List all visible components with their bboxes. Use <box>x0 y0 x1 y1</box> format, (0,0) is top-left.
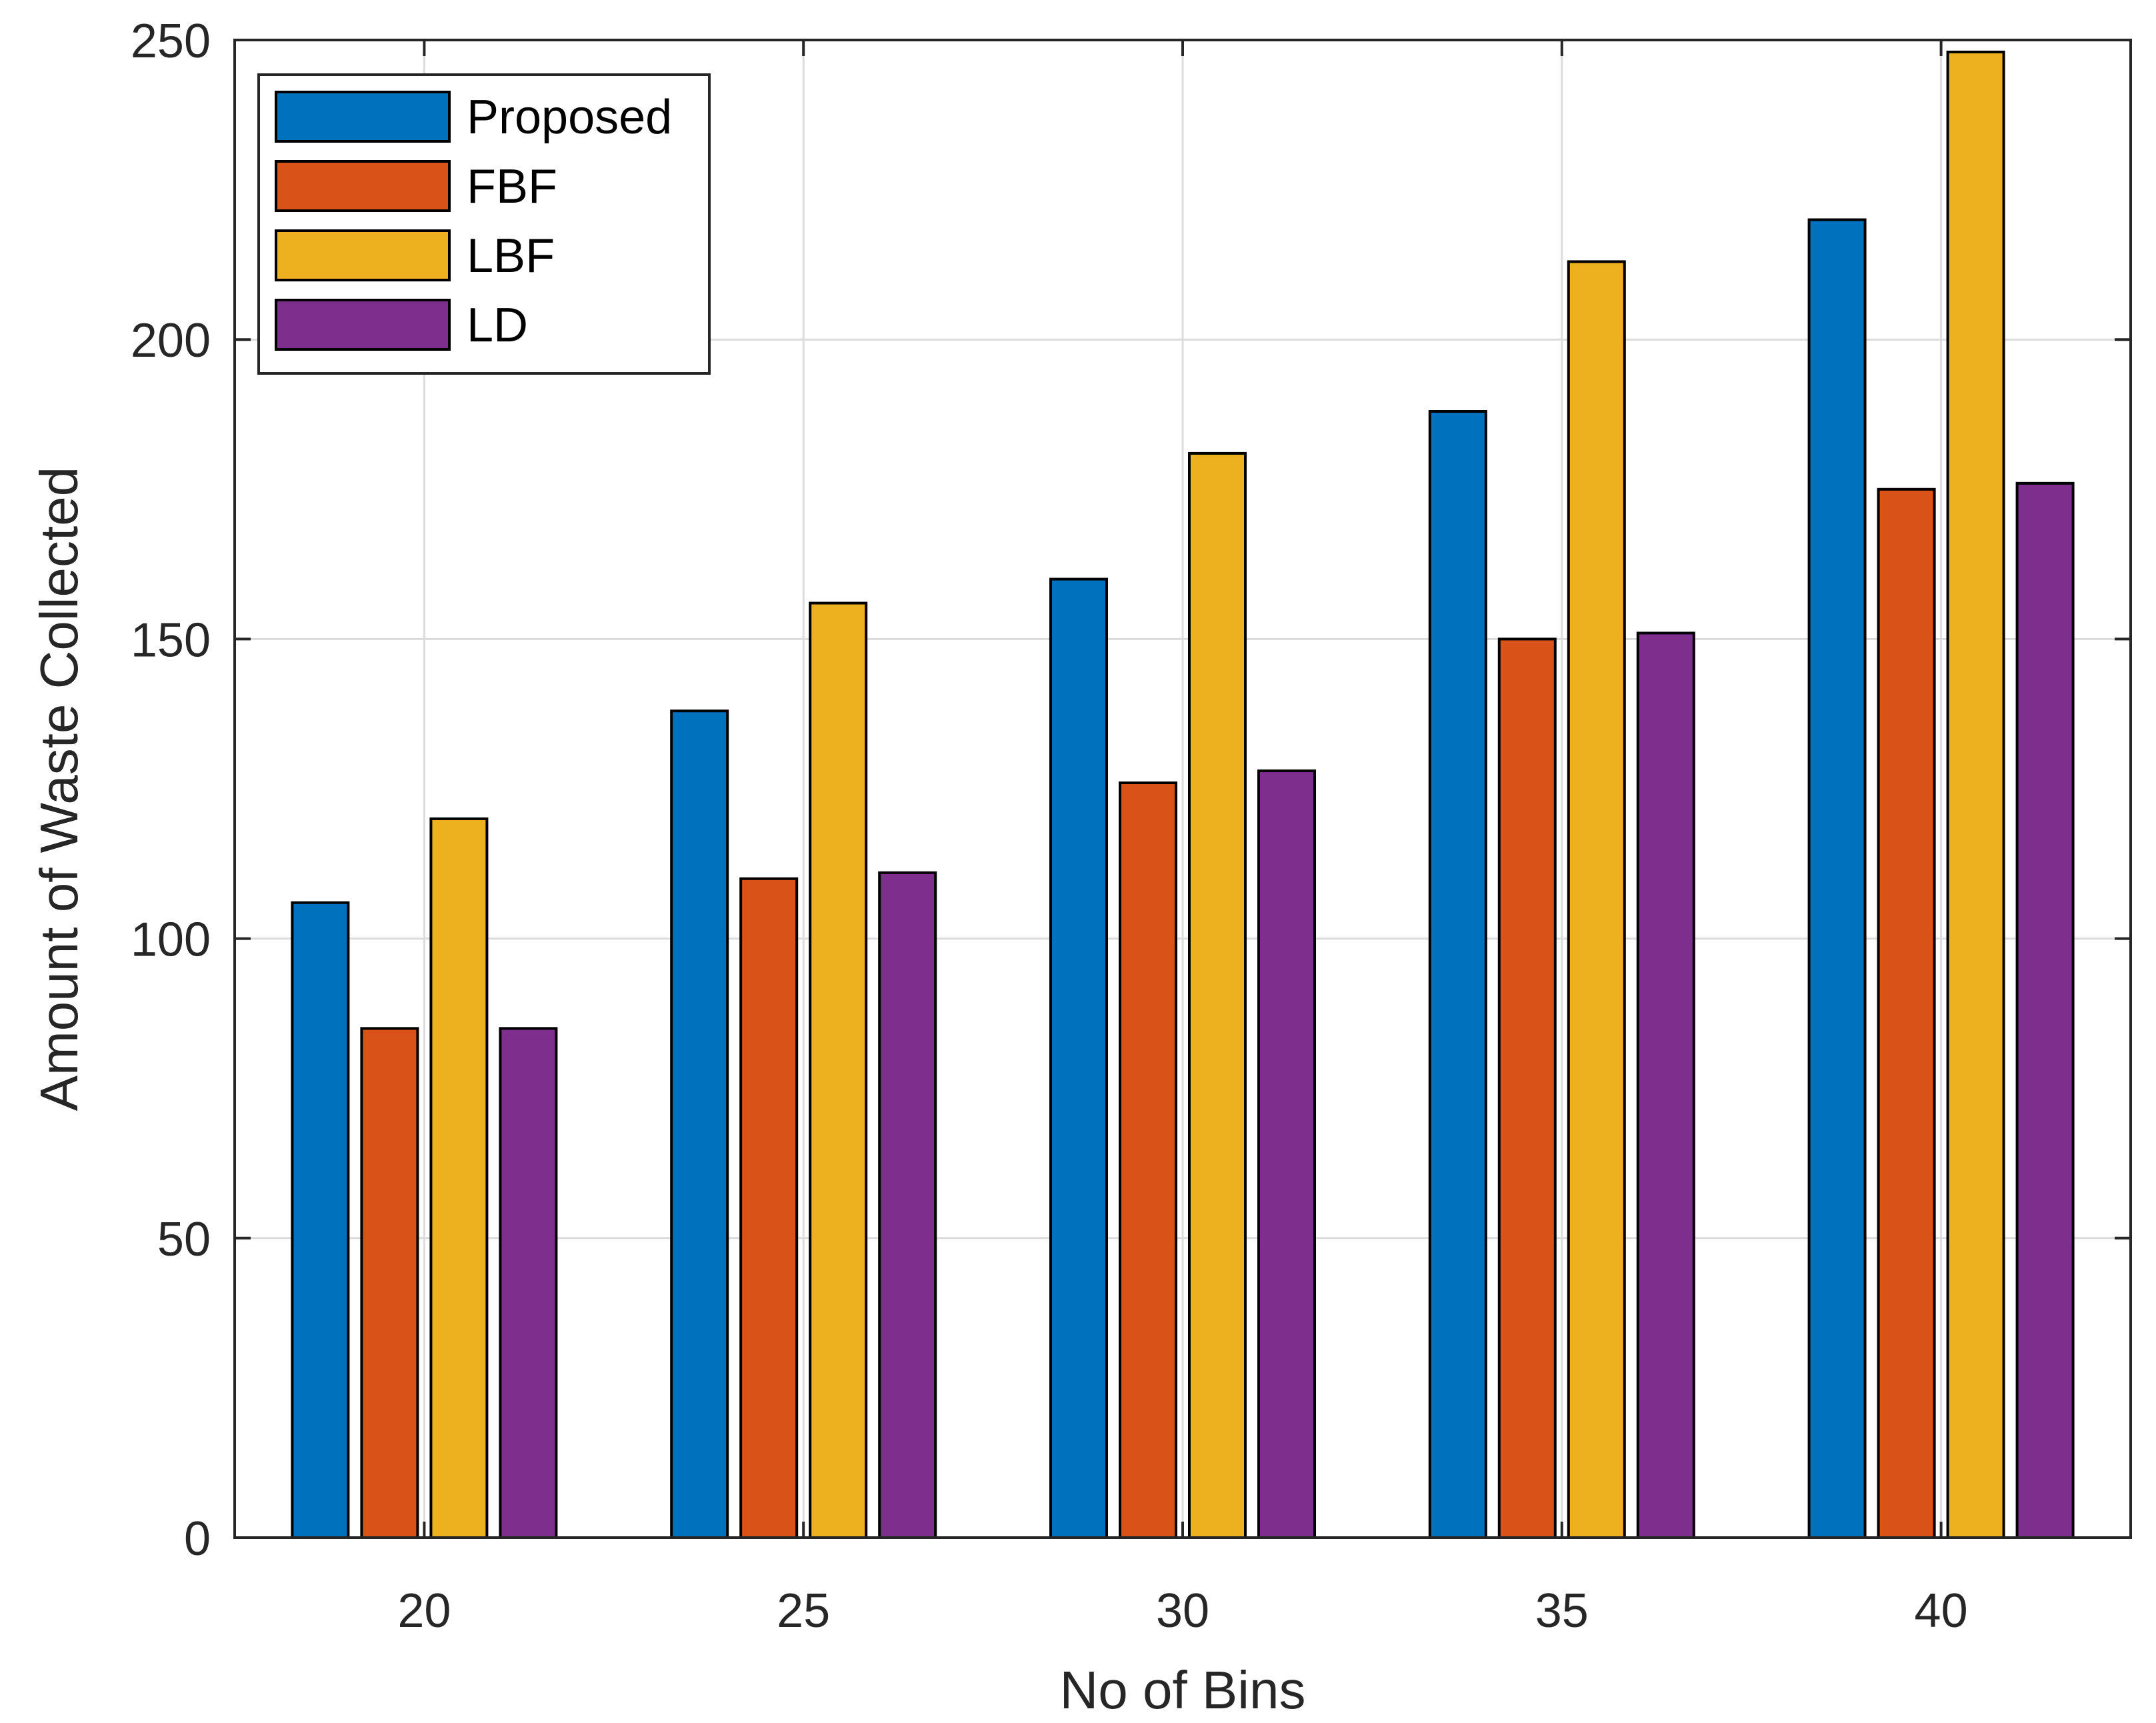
x-tick-label: 20 <box>397 1584 451 1638</box>
axis-ticks <box>235 39 2131 1539</box>
legend-swatch-lbf <box>275 229 451 281</box>
y-tick-label: 100 <box>131 914 211 967</box>
legend-label-fbf: FBF <box>467 160 557 213</box>
bar-ld-35 <box>1636 631 1695 1539</box>
bar-lbf-30 <box>1188 451 1247 1539</box>
y-tick-label: 50 <box>157 1213 211 1266</box>
y-tick-label: 150 <box>131 613 211 667</box>
x-tick-label: 30 <box>1156 1584 1209 1638</box>
bar-proposed-30 <box>1049 577 1108 1539</box>
legend-swatch-fbf <box>275 160 451 212</box>
y-tick-label: 200 <box>131 314 211 367</box>
bar-ld-25 <box>878 871 937 1539</box>
x-axis-title: No of Bins <box>1059 1660 1305 1720</box>
tick-labels: 0 50 100 150 200 250 20 25 30 35 40 <box>131 15 1968 1638</box>
bar-ld-40 <box>2015 481 2075 1539</box>
bars <box>291 50 2075 1540</box>
bar-proposed-40 <box>1807 218 1867 1539</box>
legend-label-lbf: LBF <box>467 229 555 283</box>
bar-ld-30 <box>1257 769 1316 1539</box>
x-tick-label: 40 <box>1915 1584 1968 1638</box>
bar-fbf-20 <box>360 1027 419 1539</box>
y-axis-title: Amount of Waste Collected <box>29 467 89 1111</box>
bar-lbf-35 <box>1567 260 1626 1540</box>
bar-proposed-35 <box>1428 410 1487 1539</box>
x-tick-label: 35 <box>1535 1584 1589 1638</box>
bar-fbf-30 <box>1119 781 1177 1539</box>
bar-lbf-25 <box>809 601 868 1539</box>
bar-fbf-25 <box>739 877 799 1539</box>
y-tick-label: 0 <box>184 1512 211 1566</box>
bar-proposed-25 <box>670 709 729 1539</box>
bar-lbf-20 <box>429 817 489 1539</box>
bar-fbf-40 <box>1877 487 1936 1539</box>
bar-fbf-35 <box>1497 637 1557 1539</box>
legend-label-ld: LD <box>467 299 528 352</box>
y-tick-label: 250 <box>131 15 211 68</box>
legend: Proposed FBF LBF LD <box>257 73 711 375</box>
legend-label-proposed: Proposed <box>467 91 672 144</box>
bar-lbf-40 <box>1946 50 2005 1539</box>
legend-swatch-ld <box>275 299 451 351</box>
bar-ld-20 <box>499 1027 558 1539</box>
bar-proposed-20 <box>291 901 350 1540</box>
legend-swatch-proposed <box>275 91 451 143</box>
x-tick-label: 25 <box>777 1584 830 1638</box>
